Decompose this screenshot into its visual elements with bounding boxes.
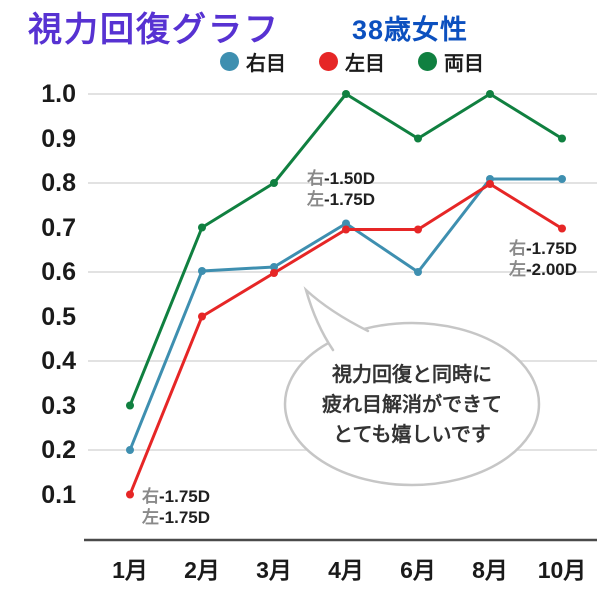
data-point-both-eyes: [270, 179, 278, 187]
x-tick-label: 6月: [400, 557, 436, 583]
data-point-left-eye: [486, 180, 494, 188]
legend-item-both-eyes: 両目: [418, 47, 484, 76]
y-tick-label: 0.5: [41, 302, 76, 331]
speech-bubble-tail: [306, 290, 368, 350]
annotation-diopter-value: -1.75D: [526, 239, 578, 258]
data-point-left-eye: [198, 312, 206, 321]
data-point-right-eye: [558, 175, 566, 183]
data-point-both-eyes: [486, 90, 494, 98]
bubble-text-line: 疲れ目解消ができて: [322, 394, 502, 416]
annotation-eye-label: 左: [509, 260, 526, 279]
data-point-right-eye: [414, 268, 422, 276]
bubble-text-line: 視力回復と同時に: [332, 364, 492, 386]
x-tick-label: 4月: [328, 557, 364, 583]
annotation-april-diopter: 右-1.50D 左-1.75D: [307, 168, 375, 210]
annotation-diopter-value: -1.75D: [324, 190, 376, 209]
x-tick-label: 1月: [112, 557, 148, 583]
y-tick-label: 0.8: [41, 169, 76, 197]
annotation-october-diopter: 右-1.75D 左-2.00D: [509, 238, 577, 280]
data-point-right-eye: [198, 267, 206, 275]
annotation-january-diopter: 右-1.75D 左-1.75D: [142, 486, 210, 528]
data-point-both-eyes: [198, 223, 206, 232]
annotation-eye-label: 右: [142, 487, 159, 506]
data-point-both-eyes: [126, 401, 134, 410]
data-point-both-eyes: [342, 90, 350, 98]
x-tick-label: 10月: [537, 557, 587, 583]
y-tick-label: 0.6: [41, 258, 76, 286]
data-point-left-eye: [558, 224, 566, 233]
annotation-diopter-value: -1.75D: [159, 487, 211, 506]
y-tick-label: 0.2: [41, 436, 76, 464]
y-tick-label: 1.0: [41, 80, 76, 108]
legend-item-left-eye: 左目: [319, 47, 385, 76]
legend-item-right-eye: 右目: [220, 47, 286, 76]
y-tick-label: 0.9: [41, 124, 76, 153]
annotation-eye-label: 左: [142, 508, 159, 527]
chart-legend: 右目 左目 両目: [220, 47, 484, 76]
series-lines: [126, 90, 566, 499]
both-eyes-legend-dot-icon: [418, 52, 437, 71]
annotation-diopter-value: -1.75D: [159, 508, 211, 527]
y-tick-label: 0.3: [41, 391, 76, 420]
speech-bubble-tail-outline: [303, 286, 370, 352]
data-point-right-eye: [342, 219, 350, 228]
data-point-both-eyes: [558, 134, 566, 143]
x-tick-label: 8月: [472, 557, 508, 583]
data-point-left-eye: [126, 490, 134, 499]
x-tick-label: 2月: [184, 557, 220, 583]
data-point-left-eye: [270, 269, 278, 277]
annotation-eye-label: 右: [509, 239, 526, 258]
chart-subtitle: 38歳女性: [352, 15, 469, 45]
data-point-both-eyes: [414, 134, 422, 143]
annotation-diopter-value: -1.50D: [324, 169, 376, 188]
data-point-left-eye: [342, 225, 350, 234]
left-eye-legend-dot-icon: [319, 52, 338, 71]
data-point-right-eye: [270, 263, 278, 271]
speech-bubble: [283, 286, 541, 487]
y-tick-label: 0.1: [41, 480, 76, 509]
annotation-diopter-value: -2.00D: [526, 260, 578, 279]
page-title: 視力回復グラフ: [28, 11, 280, 49]
bubble-text-line: とても嬉しいです: [333, 424, 491, 446]
x-tick-label: 3月: [256, 557, 292, 583]
data-point-left-eye: [414, 225, 422, 234]
speech-bubble-ellipse: [283, 321, 541, 487]
legend-label: 左目: [345, 53, 385, 75]
legend-label: 両目: [444, 53, 484, 75]
legend-label: 右目: [246, 53, 286, 75]
right-eye-legend-dot-icon: [220, 52, 239, 71]
annotation-eye-label: 右: [307, 169, 324, 188]
annotation-eye-label: 左: [307, 190, 324, 209]
data-point-right-eye: [126, 446, 134, 454]
y-tick-label: 0.7: [41, 213, 76, 242]
speech-bubble-text: 視力回復と同時に 疲れ目解消ができて とても嬉しいです: [292, 360, 532, 450]
y-tick-label: 0.4: [41, 347, 76, 375]
